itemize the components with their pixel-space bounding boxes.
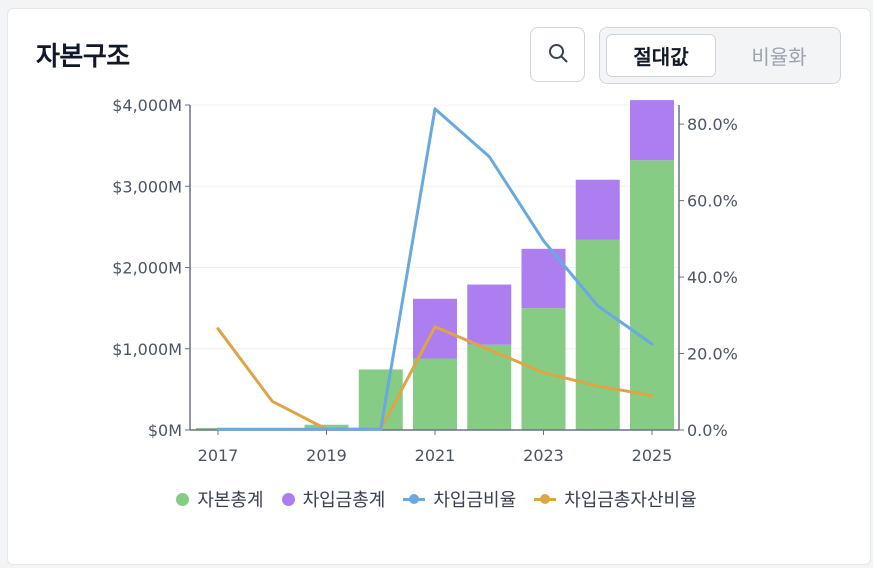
search-button[interactable] [530,27,585,82]
y-right-tick-label: 0.0% [687,421,728,440]
debt-ratio-line [216,107,654,431]
y-left-tick-label: $3,000M [112,177,182,196]
equity-bar [630,160,674,430]
borrowings-bar [575,179,620,240]
legend-item-borrowings[interactable]: 차입금총계 [281,486,386,512]
equity-bar [304,424,349,430]
capital-structure-card [7,8,871,565]
chart-legend: 자본총계 차입금총계 차입금비율 차입금총자산비율 [0,486,873,512]
equity-bar [413,358,457,430]
y-left-tick-label: $4,000M [112,96,182,115]
x-tick-label: 2021 [415,446,456,465]
y-left-tick-label: $1,000M [112,340,182,359]
equity-bar [467,344,512,430]
legend-label-equity: 자본총계 [197,490,264,511]
ratio-toggle-button[interactable]: 비율화 [751,45,807,69]
borrowings-bar [467,284,512,345]
borrowings-swatch [281,492,295,506]
y-right-tick-label: 80.0% [687,115,738,134]
legend-item-debt-asset-ratio[interactable]: 차입금총자산비율 [534,486,697,512]
y-right-tick-label: 60.0% [687,192,738,211]
search-icon [547,42,569,68]
legend-label-debt-ratio: 차입금비율 [433,490,517,511]
borrowings-bar [630,100,674,161]
legend-label-borrowings: 차입금총계 [302,490,386,511]
absolute-toggle-button[interactable]: 절대값 [606,34,716,77]
y-right-tick-label: 40.0% [687,268,738,287]
x-tick-label: 2023 [523,446,564,465]
debt-asset-ratio-swatch [534,492,557,506]
view-mode-toggle: 절대값 비율화 [599,27,841,84]
x-tick-label: 2025 [632,446,673,465]
equity-bar [521,308,566,430]
debt-asset-ratio-line [216,325,654,431]
debt-ratio-swatch [403,492,426,506]
legend-label-debt-asset-ratio: 차입금총자산비율 [564,490,697,511]
legend-item-equity[interactable]: 자본총계 [176,486,264,512]
equity-swatch [176,492,190,506]
x-tick-label: 2019 [306,446,347,465]
legend-item-debt-ratio[interactable]: 차입금비율 [403,486,516,512]
x-tick-label: 2017 [198,446,239,465]
y-left-tick-label: $2,000M [112,259,182,278]
y-left-tick-label: $0M [148,421,182,440]
page-title: 자본구조 [36,42,130,72]
equity-bar [575,239,620,430]
y-right-tick-label: 20.0% [687,345,738,364]
